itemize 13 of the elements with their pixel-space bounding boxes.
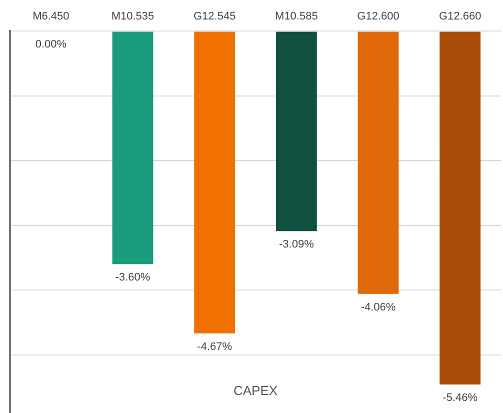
data-label: 0.00% <box>35 38 67 51</box>
data-label: -4.67% <box>197 340 232 353</box>
data-label: -4.06% <box>360 301 396 314</box>
data-label: -3.60% <box>115 272 150 284</box>
annotation: CAPEX <box>233 383 278 398</box>
x-tick-label: M10.535 <box>111 10 154 23</box>
x-tick-label: G12.545 <box>193 10 236 23</box>
x-tick-label: M10.585 <box>275 10 318 23</box>
x-tick-label: G12.660 <box>438 10 482 23</box>
data-label: -3.09% <box>278 238 314 251</box>
x-tick-label: M6.450 <box>32 10 70 23</box>
data-label: -5.46% <box>442 392 478 404</box>
x-tick-label: G12.600 <box>357 10 400 23</box>
